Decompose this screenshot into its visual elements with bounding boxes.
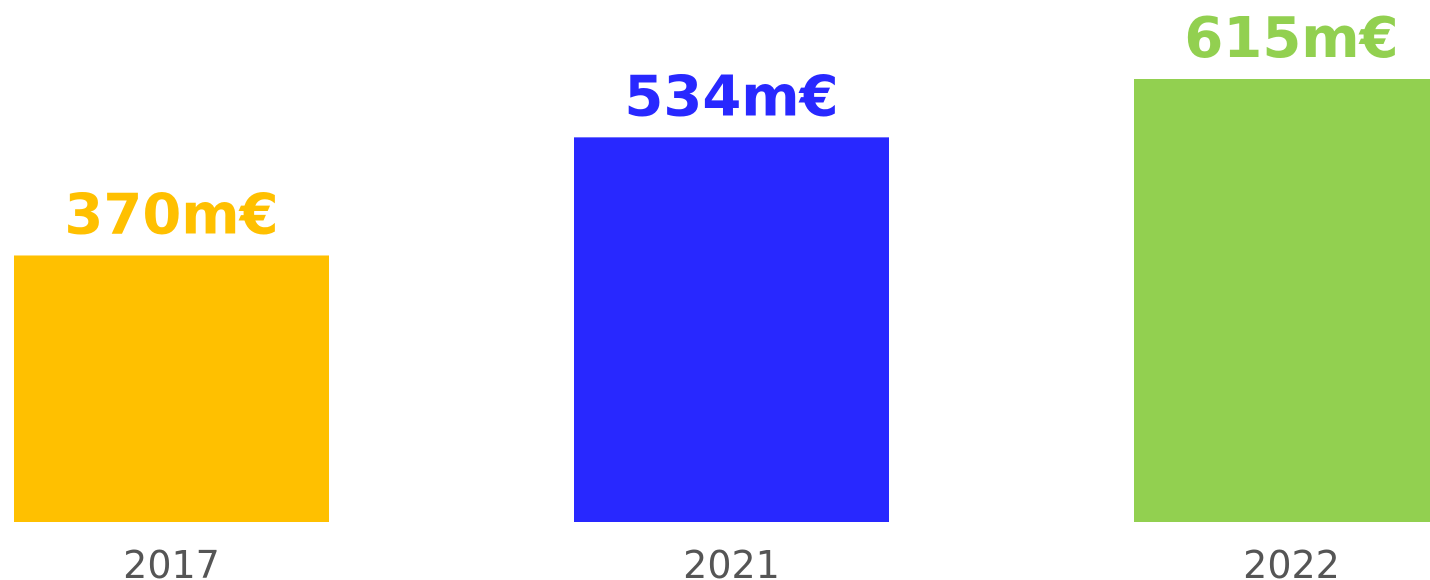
bar-value-label-2017: 370m€ xyxy=(64,182,278,247)
bar-2021 xyxy=(574,137,889,522)
bar-2022 xyxy=(1134,79,1430,522)
bar-value-label-2022: 615m€ xyxy=(1184,6,1398,71)
bar-value-label-2021: 534m€ xyxy=(624,64,838,129)
x-tick-label-2022: 2022 xyxy=(1243,543,1340,580)
x-tick-label-2021: 2021 xyxy=(683,543,780,580)
x-tick-label-2017: 2017 xyxy=(123,543,220,580)
bar-2017 xyxy=(14,255,329,522)
